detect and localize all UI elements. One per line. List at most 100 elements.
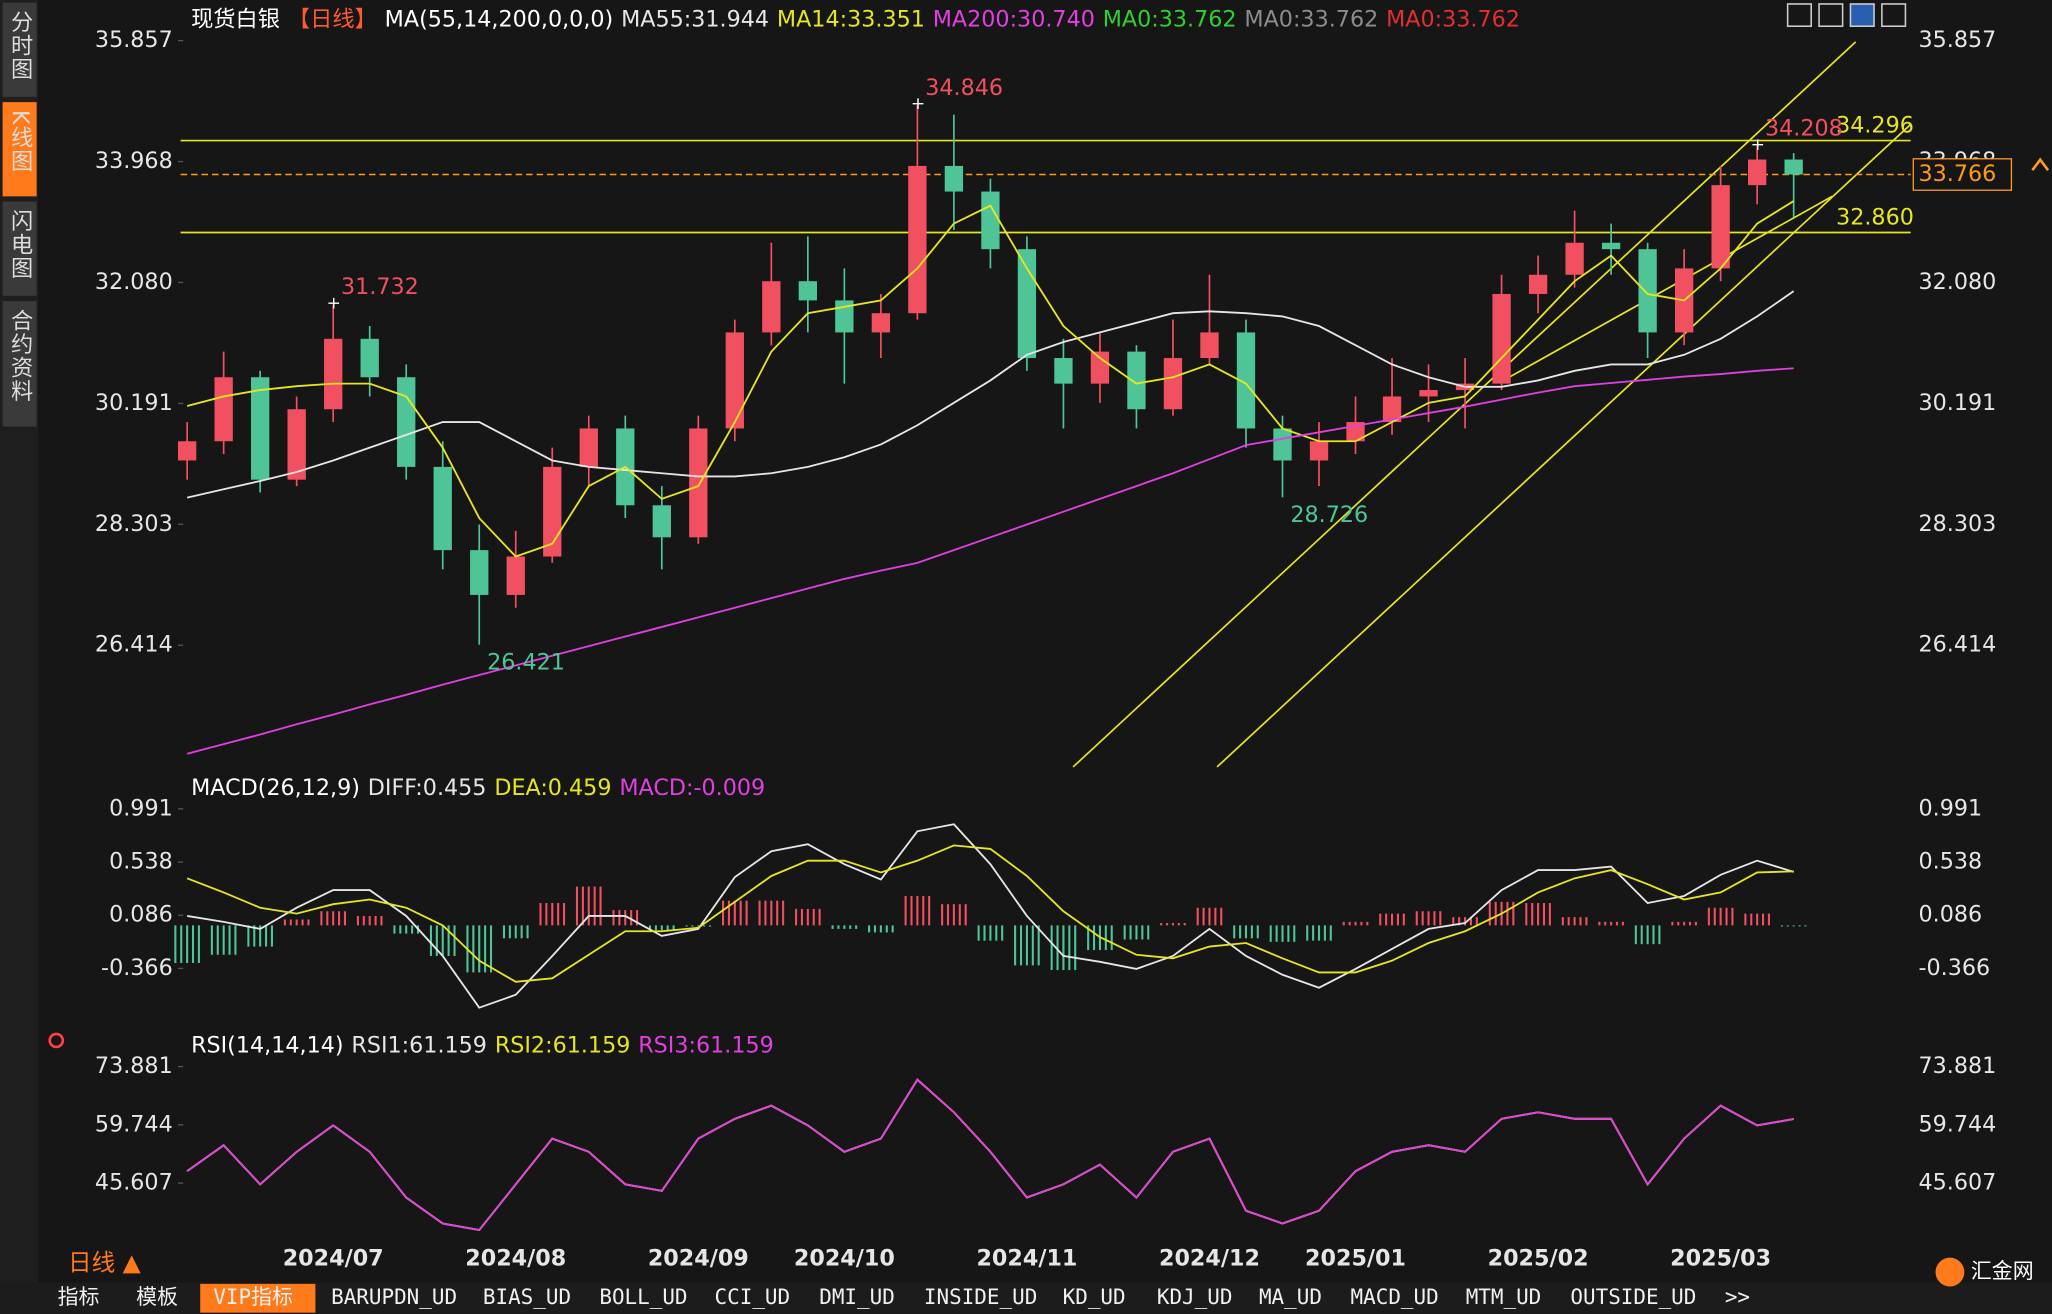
candle-body	[1163, 358, 1183, 410]
y-tick-label-right: 0.538	[1919, 849, 1983, 875]
bottom-tab[interactable]: 模板	[136, 1285, 178, 1309]
y-tick-label: 0.991	[109, 795, 173, 821]
tool-icon[interactable]	[1849, 3, 1875, 28]
bottom-tab[interactable]: KD_UD	[1063, 1285, 1126, 1309]
y-tick-label-right: 28.303	[1919, 511, 1997, 537]
candle-body	[1528, 274, 1548, 294]
candle-body	[871, 313, 891, 333]
bottom-bar	[0, 1282, 2052, 1314]
x-tick-label: 2025/01	[1305, 1245, 1406, 1271]
candle-body	[1747, 159, 1767, 186]
high-marker: +	[911, 94, 925, 114]
tab-bg-active[interactable]	[2, 102, 37, 197]
bottom-tab[interactable]: MTM_UD	[1466, 1285, 1542, 1309]
legend-entry: MA200:30.740	[933, 6, 1095, 32]
legend-entry: RSI(14,14,14)	[191, 1032, 343, 1058]
y-tick-label-right: 0.991	[1919, 795, 1983, 821]
x-tick-label: 2025/02	[1488, 1245, 1589, 1271]
high-marker: +	[1751, 135, 1765, 155]
legend-entry: MA14:33.351	[777, 6, 925, 32]
candle-body	[908, 165, 927, 314]
last-price-label: 33.766	[1919, 161, 1997, 187]
candle-body	[324, 338, 343, 410]
legend-entry: DEA:0.459	[494, 774, 611, 800]
candle-body	[944, 165, 964, 192]
tab-bg[interactable]	[2, 2, 37, 97]
candle-body	[1601, 242, 1621, 250]
legend-entry: 现货白银	[191, 6, 280, 32]
candle-body	[433, 466, 452, 551]
candle-body	[1236, 332, 1256, 429]
y-tick-label-right: 35.857	[1919, 27, 1997, 53]
tab-bg-active[interactable]	[200, 1283, 316, 1313]
bottom-tab[interactable]: DMI_UD	[819, 1285, 895, 1309]
main-header: 现货白银 【日线】 MA(55,14,200,0,0,0) MA55:31.944 MA…	[191, 6, 1520, 32]
bottom-tab[interactable]: 指标	[58, 1285, 100, 1309]
candle-body	[762, 281, 781, 333]
high-label: 34.208	[1765, 116, 1843, 142]
y-tick-label: 28.303	[95, 511, 173, 537]
x-tick-label: 2024/07	[283, 1245, 384, 1271]
high-label: 34.846	[925, 75, 1003, 101]
y-tick-label: 26.414	[95, 632, 173, 658]
tool-icon[interactable]	[1881, 3, 1907, 28]
period-button[interactable]: 日线 ▲	[68, 1249, 142, 1277]
legend-entry: MA0:33.762	[1244, 6, 1378, 32]
bottom-tab[interactable]: >>	[1725, 1285, 1750, 1309]
brand-logo	[1935, 1257, 1965, 1287]
bottom-tab[interactable]: KDJ_UD	[1157, 1285, 1233, 1309]
candle-body	[1382, 396, 1402, 423]
bottom-tab[interactable]: CCI_UD	[715, 1285, 791, 1309]
sidebar-tab[interactable]: 合约资料	[7, 308, 33, 403]
low-label: 26.421	[487, 650, 565, 676]
y-tick-label: 35.857	[95, 27, 173, 53]
candle-body	[652, 505, 671, 538]
candle-body	[1200, 332, 1219, 359]
sidebar-tab[interactable]: 分时图	[7, 10, 33, 81]
bottom-tab[interactable]: OUTSIDE_UD	[1570, 1285, 1696, 1309]
candle-body	[177, 441, 197, 461]
legend-entry: MA0:33.762	[1386, 6, 1520, 32]
rsi-line	[186, 1078, 1794, 1232]
tool-icon[interactable]	[1818, 3, 1844, 28]
candle-body	[1419, 390, 1438, 397]
bottom-tab[interactable]: MACD_UD	[1351, 1285, 1439, 1309]
legend-entry: RSI1:61.159	[351, 1032, 487, 1058]
settings-icon[interactable]	[48, 1032, 65, 1049]
sidebar-tab[interactable]: 闪电图	[7, 209, 33, 280]
bottom-tab[interactable]: VIP指标	[213, 1285, 293, 1309]
macd-header: MACD(26,12,9) DIFF:0.455 DEA:0.459 MACD:-0.…	[191, 774, 765, 800]
candle-body	[397, 377, 416, 467]
last-price-box	[1912, 158, 2013, 191]
candle-body	[1492, 293, 1511, 384]
toolbar	[1786, 3, 1907, 28]
x-tick-label: 2025/03	[1670, 1245, 1771, 1271]
macd-line	[186, 823, 1794, 1009]
candle-body	[725, 332, 744, 429]
legend-entry: DIFF:0.455	[368, 774, 487, 800]
candle-body	[543, 466, 562, 557]
candle-body	[1054, 358, 1073, 384]
tool-icon[interactable]	[1786, 3, 1812, 28]
candle-body	[506, 556, 525, 595]
x-tick-label: 2024/08	[465, 1245, 566, 1271]
level-label: 34.296	[1836, 113, 1914, 139]
candle-body	[1273, 428, 1292, 461]
candle-body	[1711, 185, 1730, 269]
bottom-tab[interactable]: BIAS_UD	[483, 1285, 571, 1309]
tab-bg[interactable]	[2, 301, 37, 427]
tab-bg[interactable]	[2, 201, 37, 296]
y-tick-label: 45.607	[95, 1170, 173, 1196]
sidebar-tab[interactable]: K线图	[7, 110, 33, 173]
candle-body	[214, 377, 233, 442]
plot: 35.85735.85733.96833.96832.08032.08030.1…	[95, 27, 2013, 1271]
candle-body	[689, 428, 708, 538]
sidebar	[0, 0, 38, 1314]
bottom-tab[interactable]: MA_UD	[1259, 1285, 1322, 1309]
bottom-tab[interactable]: BOLL_UD	[599, 1285, 687, 1309]
bottom-tab[interactable]: BARUPDN_UD	[331, 1285, 457, 1309]
x-tick-label: 2024/09	[648, 1245, 749, 1271]
bottom-tab[interactable]: INSIDE_UD	[924, 1285, 1037, 1309]
